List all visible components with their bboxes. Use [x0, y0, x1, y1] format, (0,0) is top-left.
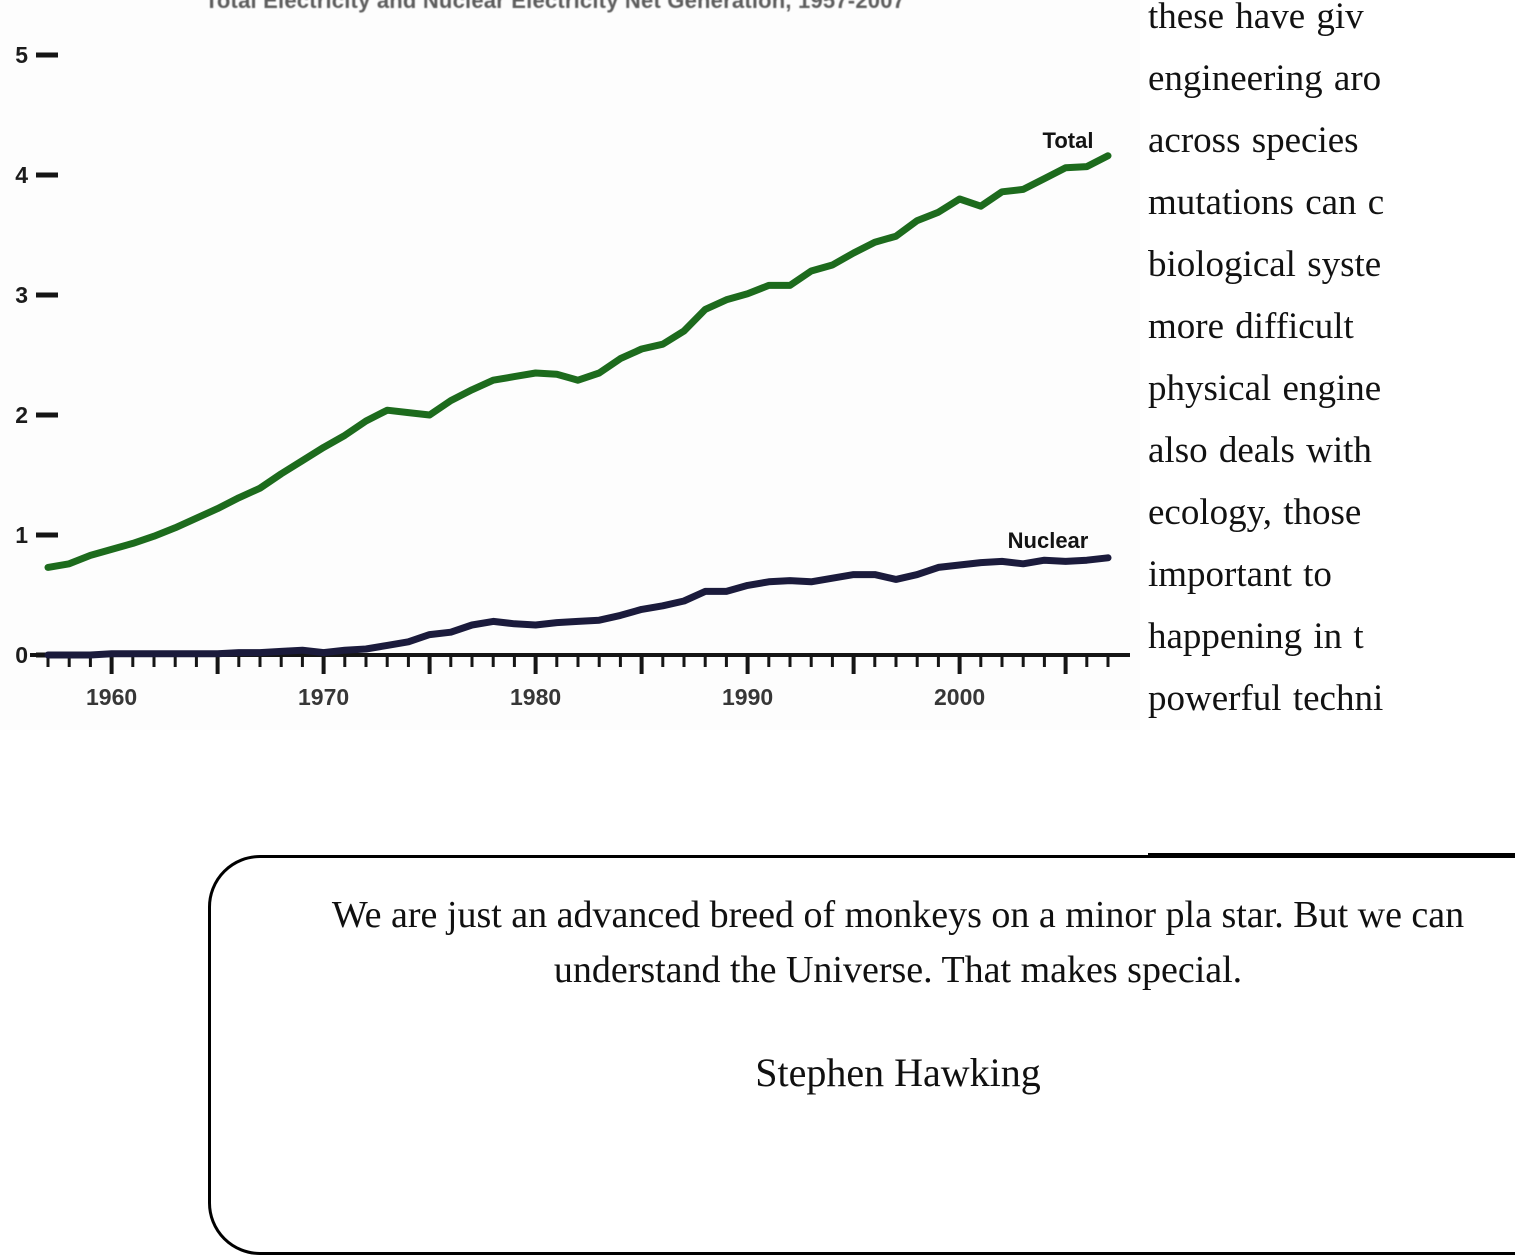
article-text-column: these have giv engineering aro across sp… — [1148, 0, 1515, 816]
y-axis-tick-label: 5 — [15, 42, 28, 68]
electricity-generation-chart: Total Electricity and Nuclear Electricit… — [0, 0, 1140, 730]
horizontal-rule — [1148, 853, 1515, 856]
y-axis-tick-label: 2 — [15, 402, 28, 428]
chart-canvas: 0 1 2 3 4 5 1960 1970 1980 1990 2000 Total Nuclear — [15, 42, 1130, 710]
x-axis-tick-label: 1970 — [298, 684, 349, 710]
article-paragraph: these have giv engineering aro across sp… — [1148, 0, 1385, 719]
series-label-nuclear: Nuclear — [1008, 528, 1089, 553]
quote-content: We are just an advanced breed of monkeys… — [263, 888, 1515, 1098]
quote-author: Stephen Hawking — [755, 1050, 1041, 1095]
quote-callout-box: We are just an advanced breed of monkeys… — [208, 855, 1515, 1255]
x-axis-tick-label: 1960 — [86, 684, 137, 710]
series-line-nuclear — [44, 554, 1112, 659]
x-axis-tick-label: 1980 — [510, 684, 561, 710]
x-axis-tick-label: 1990 — [722, 684, 773, 710]
series-lines — [44, 152, 1112, 659]
chart-title: Total Electricity and Nuclear Electricit… — [204, 0, 906, 13]
y-axis-tick-label: 0 — [15, 642, 28, 668]
x-axis-tick-label: 2000 — [934, 684, 985, 710]
y-axis-tick-label: 1 — [15, 522, 28, 548]
y-axis-tick-label: 4 — [15, 162, 28, 188]
quote-text: We are just an advanced breed of monkeys… — [331, 894, 1465, 991]
series-label-total: Total — [1043, 128, 1094, 153]
series-line-total — [44, 152, 1112, 571]
y-axis: 0 1 2 3 4 5 — [15, 42, 58, 668]
x-axis: 1960 1970 1980 1990 2000 — [30, 653, 1130, 710]
y-axis-tick-label: 3 — [15, 282, 28, 308]
series-labels: Total Nuclear — [1008, 128, 1094, 553]
